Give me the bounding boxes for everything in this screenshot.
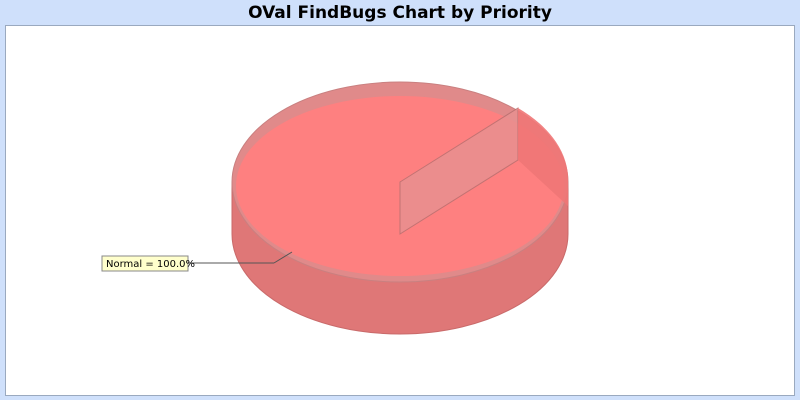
label-layer: Normal = 100.0% — [101, 251, 293, 272]
chart-title: OVal FindBugs Chart by Priority — [248, 3, 552, 23]
data-label-box — [101, 255, 189, 272]
label-leader-line-2 — [273, 251, 293, 264]
data-label-normal: Normal = 100.0% — [106, 259, 195, 270]
pie-seam-side — [518, 108, 569, 206]
pie-layer — [231, 81, 569, 335]
